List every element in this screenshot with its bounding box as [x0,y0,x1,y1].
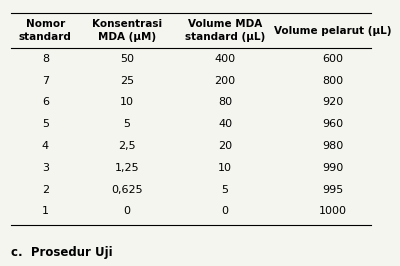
Text: 960: 960 [322,119,344,129]
Text: 400: 400 [215,54,236,64]
Text: 80: 80 [218,97,232,107]
Text: 5: 5 [123,119,130,129]
Text: 3: 3 [42,163,49,173]
Text: 990: 990 [322,163,344,173]
Text: Nomor
standard: Nomor standard [19,19,72,42]
Text: Volume MDA
standard (μL): Volume MDA standard (μL) [185,19,265,42]
Text: 800: 800 [322,76,344,86]
Text: Volume pelarut (μL): Volume pelarut (μL) [274,26,392,36]
Text: 8: 8 [42,54,49,64]
Text: 1,25: 1,25 [114,163,139,173]
Text: 2,5: 2,5 [118,141,136,151]
Text: 920: 920 [322,97,344,107]
Text: 25: 25 [120,76,134,86]
Text: 50: 50 [120,54,134,64]
Text: 20: 20 [218,141,232,151]
Text: Konsentrasi
MDA (μM): Konsentrasi MDA (μM) [92,19,162,42]
Text: 7: 7 [42,76,49,86]
Text: 6: 6 [42,97,49,107]
Text: 5: 5 [222,185,229,195]
Text: 1000: 1000 [319,206,347,217]
Text: 5: 5 [42,119,49,129]
Text: 0,625: 0,625 [111,185,142,195]
Text: 995: 995 [322,185,344,195]
Text: c.  Prosedur Uji: c. Prosedur Uji [11,246,113,259]
Text: 10: 10 [120,97,134,107]
Text: 2: 2 [42,185,49,195]
Text: 980: 980 [322,141,344,151]
Text: 200: 200 [215,76,236,86]
Text: 4: 4 [42,141,49,151]
Text: 10: 10 [218,163,232,173]
Text: 0: 0 [222,206,229,217]
Text: 600: 600 [322,54,344,64]
Text: 40: 40 [218,119,232,129]
Text: 0: 0 [123,206,130,217]
Text: 1: 1 [42,206,49,217]
